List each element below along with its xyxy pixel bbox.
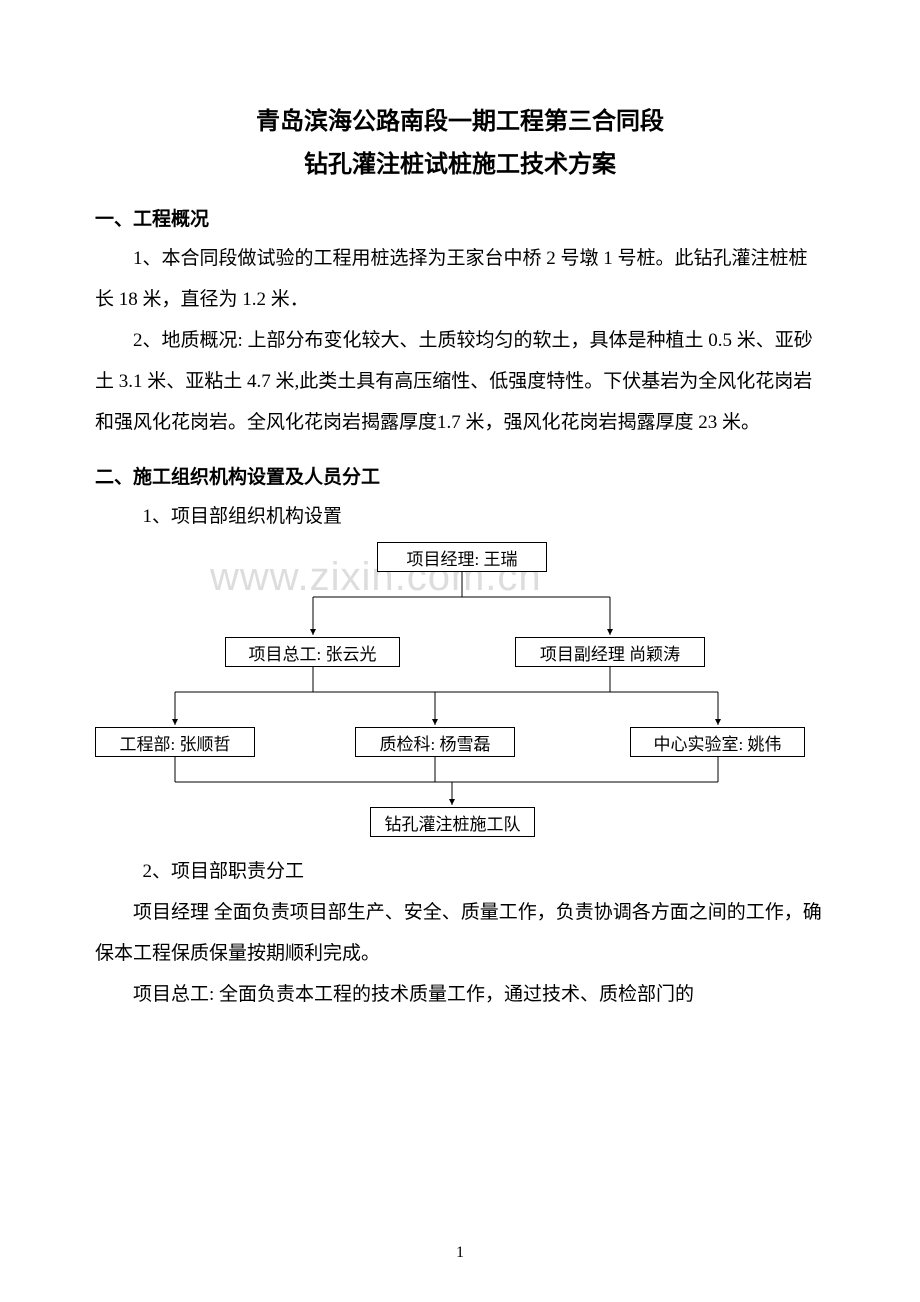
org-chart: 项目经理: 王瑞 项目总工: 张云光 项目副经理 尚颖涛 工程部: 张顺哲 质检… [95, 542, 825, 852]
org-chart-lines [95, 542, 825, 852]
node-chief-engineer: 项目总工: 张云光 [225, 637, 400, 667]
title-line-2: 钻孔灌注桩试桩施工技术方案 [95, 143, 825, 186]
section-1-heading: 一、工程概况 [95, 204, 825, 231]
node-deputy-manager: 项目副经理 尚颖涛 [515, 637, 705, 667]
document-content: 青岛滨海公路南段一期工程第三合同段 钻孔灌注桩试桩施工技术方案 一、工程概况 1… [95, 100, 825, 1016]
node-lab: 中心实验室: 姚伟 [630, 727, 805, 757]
node-engineering-dept: 工程部: 张顺哲 [95, 727, 255, 757]
section-2-heading: 二、施工组织机构设置及人员分工 [95, 462, 825, 489]
title-line-1: 青岛滨海公路南段一期工程第三合同段 [95, 100, 825, 143]
section-2-p4: 项目总工: 全面负责本工程的技术质量工作，通过技术、质检部门的 [95, 975, 825, 1016]
section-1-p2: 2、地质概况: 上部分布变化较大、土质较均匀的软土，具体是种植土 0.5 米、亚… [95, 321, 825, 444]
section-1-p1: 1、本合同段做试验的工程用桩选择为王家台中桥 2 号墩 1 号桩。此钻孔灌注桩桩… [95, 239, 825, 321]
node-construction-team: 钻孔灌注桩施工队 [370, 807, 535, 837]
section-2-sub2: 2、项目部职责分工 [95, 852, 825, 893]
section-2-p3: 项目经理 全面负责项目部生产、安全、质量工作，负责协调各方面之间的工作，确保本工… [95, 893, 825, 975]
node-project-manager: 项目经理: 王瑞 [377, 542, 547, 572]
page-number: 1 [0, 1244, 920, 1262]
node-qc-dept: 质检科: 杨雪磊 [355, 727, 515, 757]
section-2-sub1: 1、项目部组织机构设置 [95, 497, 825, 538]
